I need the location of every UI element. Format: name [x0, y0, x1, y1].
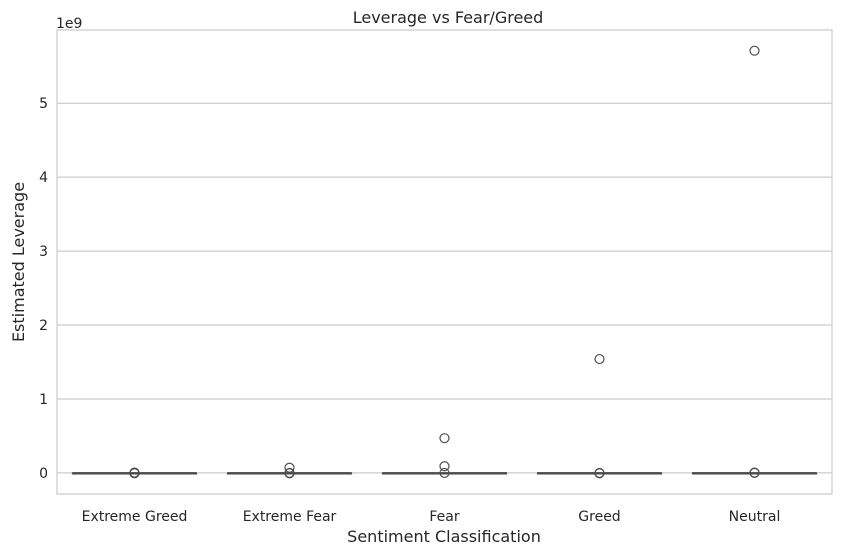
box-series — [71, 45, 818, 479]
outlier-point — [439, 461, 450, 472]
x-tick-label: Neutral — [729, 509, 781, 525]
chart-title: Leverage vs Fear/Greed — [353, 8, 544, 27]
y-tick-label: 4 — [39, 170, 48, 186]
box-neutral — [691, 45, 818, 479]
outlier-point — [284, 468, 295, 479]
x-tick-label: Greed — [578, 509, 620, 525]
outlier-point — [129, 468, 140, 479]
x-tick-labels: Extreme Greed Extreme Fear Fear Greed Neutra… — [82, 509, 781, 525]
y-axis-offset-label: 1e9 — [56, 16, 82, 32]
y-tick-label: 0 — [39, 466, 48, 482]
box-fear — [381, 433, 508, 479]
outlier-point — [749, 45, 760, 56]
y-tick-labels: 0 1 2 3 4 5 — [39, 96, 48, 482]
x-tick-label: Extreme Greed — [82, 509, 188, 525]
outlier-point — [594, 468, 605, 479]
outlier-point — [749, 467, 760, 479]
x-tick-label: Extreme Fear — [243, 509, 337, 525]
outlier-point — [439, 467, 450, 479]
y-tick-label: 5 — [39, 96, 48, 112]
outlier-point — [594, 353, 605, 365]
y-axis-title: Estimated Leverage — [9, 182, 28, 342]
grid-lines — [57, 102, 832, 474]
y-tick-label: 1 — [39, 392, 48, 408]
y-tick-label: 2 — [39, 318, 48, 334]
y-tick-label: 3 — [39, 244, 48, 260]
x-axis-title: Sentiment Classification — [347, 527, 541, 546]
outlier-point — [439, 433, 450, 444]
x-tick-label: Fear — [429, 509, 459, 525]
outlier-point — [284, 462, 295, 473]
box-greed — [536, 353, 663, 479]
box-extreme-greed — [71, 467, 198, 479]
plot-frame — [56, 29, 833, 495]
box-extreme-fear — [226, 462, 353, 479]
